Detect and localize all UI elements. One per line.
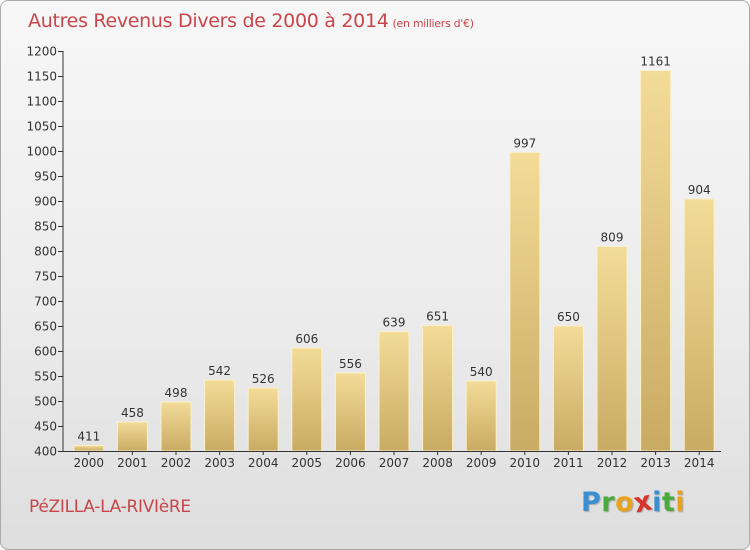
bar: [204, 379, 236, 452]
bar: [247, 387, 279, 452]
logo-letter: P: [581, 487, 602, 518]
y-tick-label: 800: [34, 245, 57, 259]
y-tick-label: 550: [34, 370, 57, 384]
bars: 411 458 498 542 526 606 556 639 651 540 997 650 809 1…: [73, 55, 715, 452]
logo-letter: o: [615, 487, 635, 518]
bar-value-label: 650: [557, 310, 580, 324]
bar: [73, 445, 105, 452]
x-tick-label: 2013: [640, 456, 671, 470]
bar-value-label: 540: [470, 365, 493, 379]
y-tick-label: 1100: [26, 95, 57, 109]
x-tick-label: 2008: [422, 456, 453, 470]
x-tick-label: 2014: [684, 456, 715, 470]
bar-value-label: 411: [77, 430, 100, 444]
x-tick-label: 2001: [117, 456, 148, 470]
bar: [552, 325, 584, 452]
bar-value-label: 498: [165, 386, 188, 400]
x-axis: 2000 2001 2002 2003 2004 2005 2006 2007 2008 2009…: [63, 451, 721, 470]
x-tick-label: 2012: [597, 456, 628, 470]
y-tick-label: 900: [34, 195, 57, 209]
y-tick-label: 850: [34, 220, 57, 234]
bar-value-label: 997: [513, 137, 536, 151]
y-tick-label: 400: [34, 445, 57, 459]
bar-value-label: 904: [688, 183, 711, 197]
y-tick-label: 750: [34, 270, 57, 284]
bar: [640, 70, 672, 452]
x-tick-label: 2000: [74, 456, 105, 470]
x-tick-label: 2006: [335, 456, 366, 470]
x-tick-label: 2002: [161, 456, 192, 470]
bar: [465, 380, 497, 452]
bar: [378, 331, 410, 452]
bar-value-label: 556: [339, 357, 362, 371]
bar-value-label: 458: [121, 406, 144, 420]
chart-title: Autres Revenus Divers de 2000 à 2014 (en …: [28, 10, 474, 32]
y-tick-label: 700: [34, 295, 57, 309]
y-tick-label: 650: [34, 320, 57, 334]
x-tick-label: 2011: [553, 456, 584, 470]
bar: [334, 372, 366, 452]
proxiti-logo: Proxiti: [581, 485, 686, 519]
city-name: PéZILLA-LA-RIVIèRE: [29, 497, 191, 517]
bar: [291, 347, 323, 452]
chart-subtitle: (en milliers d'€): [392, 17, 474, 30]
bar-value-label: 606: [295, 332, 318, 346]
bar: [116, 421, 148, 452]
y-tick-label: 1050: [26, 120, 57, 134]
x-tick-label: 2004: [248, 456, 279, 470]
logo-letter: i: [675, 487, 686, 518]
logo-letter: r: [601, 487, 616, 518]
y-tick-label: 1150: [26, 70, 57, 84]
x-tick-label: 2003: [204, 456, 235, 470]
bar: [596, 246, 628, 452]
chart-title-text: Autres Revenus Divers de 2000 à 2014: [28, 10, 389, 32]
bar: [683, 198, 715, 452]
logo-letter: i: [652, 487, 662, 518]
y-tick-label: 950: [34, 170, 57, 184]
bar-value-label: 526: [252, 372, 275, 386]
y-tick-label: 1200: [26, 45, 57, 59]
bar: [422, 325, 454, 452]
bar: [160, 401, 192, 452]
x-tick-label: 2009: [466, 456, 497, 470]
logo-letter: t: [661, 487, 676, 518]
bar-value-label: 542: [208, 364, 231, 378]
bar-value-label: 639: [383, 316, 406, 330]
bar-value-label: 1161: [640, 55, 671, 69]
x-tick-label: 2005: [292, 456, 323, 470]
y-tick-label: 600: [34, 345, 57, 359]
y-tick-label: 1000: [26, 145, 57, 159]
bar-value-label: 809: [601, 231, 624, 245]
y-tick-label: 450: [34, 420, 57, 434]
bar: [509, 152, 541, 452]
y-axis: 400 450 500 550 600 650 700 750 800 850 900 950 1000…: [26, 45, 64, 459]
x-tick-label: 2010: [510, 456, 541, 470]
y-tick-label: 500: [34, 395, 57, 409]
x-tick-label: 2007: [379, 456, 410, 470]
bar-value-label: 651: [426, 310, 449, 324]
